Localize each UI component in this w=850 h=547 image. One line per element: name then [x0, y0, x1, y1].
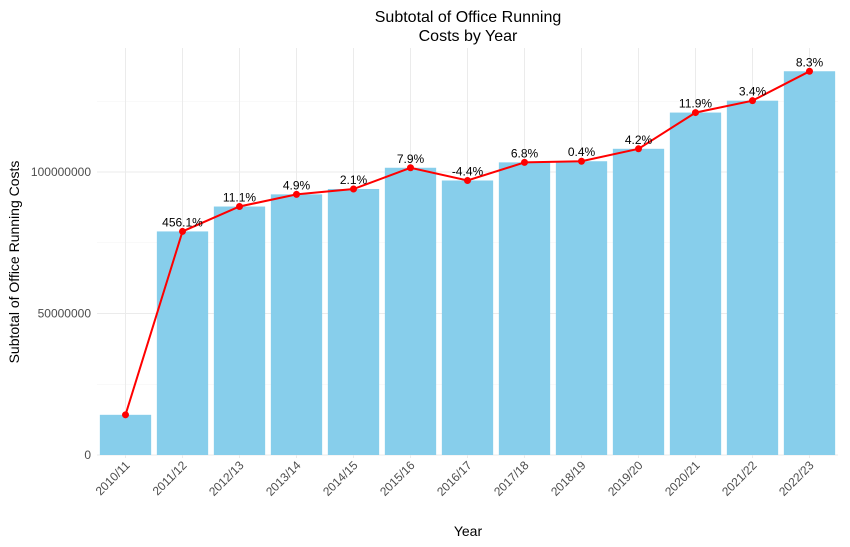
- bar: [99, 414, 152, 455]
- x-tick-label: 2019/20: [605, 458, 646, 499]
- data-point: [521, 158, 528, 166]
- bar: [669, 112, 722, 455]
- y-axis: 0 50000000 100000000: [31, 165, 91, 462]
- bar: [156, 231, 209, 455]
- bar: [384, 167, 437, 455]
- data-point: [749, 97, 756, 105]
- bar: [726, 100, 779, 456]
- pct-change-label: 11.1%: [223, 191, 256, 205]
- y-tick-label: 50000000: [38, 307, 92, 321]
- chart-title-line-1: Subtotal of Office Running: [375, 9, 562, 26]
- x-tick-label: 2018/19: [548, 458, 589, 499]
- bar: [327, 188, 380, 456]
- bar: [612, 148, 665, 455]
- data-point: [464, 176, 471, 184]
- x-tick-label: 2021/22: [719, 458, 760, 499]
- pct-change-label: 7.9%: [397, 152, 425, 166]
- points: [122, 67, 813, 419]
- data-point: [236, 203, 243, 211]
- pct-change-label: 4.2%: [625, 133, 653, 147]
- bar: [270, 194, 323, 455]
- pct-change-label: 4.9%: [283, 178, 311, 192]
- pct-change-label: 2.1%: [340, 173, 368, 187]
- y-axis-title: Subtotal of Office Running Costs: [6, 161, 22, 364]
- x-tick-label: 2015/16: [377, 458, 418, 499]
- x-tick-label: 2017/18: [491, 458, 532, 499]
- y-tick-label: 0: [84, 448, 91, 462]
- chart-title-line-2: Costs by Year: [419, 28, 518, 45]
- x-tick-label: 2011/12: [150, 458, 190, 498]
- data-point: [407, 164, 414, 172]
- pct-change-label: 6.8%: [511, 146, 539, 160]
- x-tick-label: 2010/11: [93, 458, 133, 498]
- x-tick-label: 2013/14: [263, 458, 304, 499]
- bar: [498, 162, 551, 456]
- pct-change-label: 3.4%: [739, 85, 767, 99]
- data-point: [692, 109, 699, 117]
- data-point: [806, 67, 813, 75]
- x-tick-label: 2022/23: [776, 458, 817, 499]
- pct-labels: 456.1% 11.1% 4.9% 2.1% 7.9% -4.4% 6.8% 0.4% 4.2%…: [162, 55, 823, 229]
- y-tick-label: 100000000: [31, 165, 91, 179]
- x-tick-label: 2014/15: [320, 458, 361, 499]
- x-tick-label: 2020/21: [662, 458, 703, 499]
- pct-change-label: 11.9%: [679, 97, 712, 111]
- data-point: [578, 157, 585, 165]
- bars: [99, 71, 836, 456]
- x-axis-title: Year: [454, 523, 483, 539]
- data-point: [350, 185, 357, 193]
- bar: [783, 71, 836, 455]
- x-tick-label: 2012/13: [206, 458, 247, 499]
- x-tick-label: 2016/17: [434, 458, 475, 499]
- pct-change-label: 0.4%: [568, 145, 596, 159]
- data-point: [293, 190, 300, 198]
- bar: [213, 206, 266, 455]
- bar: [441, 180, 494, 456]
- x-axis: 2010/11 2011/12 2012/13 2013/14 2014/15 2015/…: [93, 458, 817, 499]
- data-point: [179, 227, 186, 235]
- data-point: [635, 145, 642, 153]
- pct-change-label: -4.4%: [452, 164, 484, 178]
- bar: [555, 161, 608, 455]
- data-point: [122, 411, 129, 419]
- pct-change-label: 8.3%: [796, 55, 824, 69]
- pct-change-label: 456.1%: [162, 215, 203, 229]
